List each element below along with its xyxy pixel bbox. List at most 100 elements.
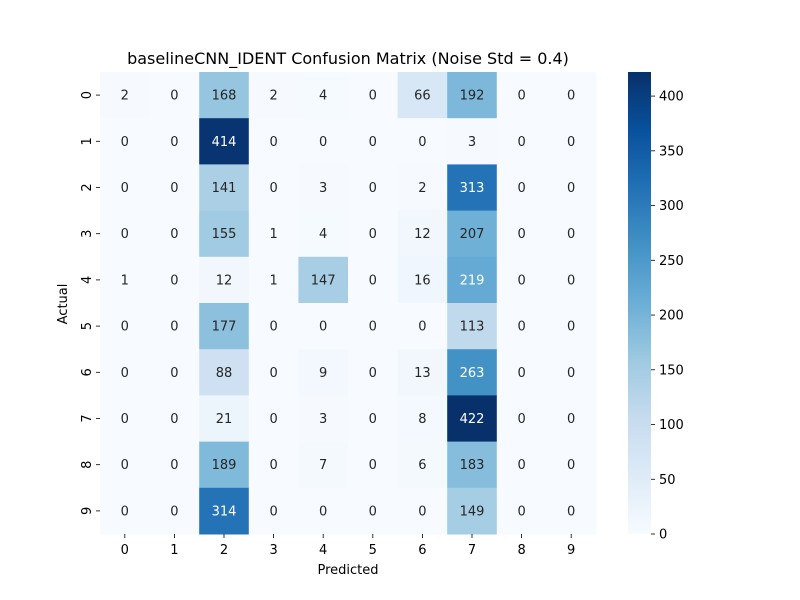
cell-value-label: 0 (567, 320, 575, 335)
cell-r7-c3 (248, 395, 299, 443)
cell-r9-c8 (496, 487, 547, 535)
cell-value-label: 12 (216, 273, 233, 288)
x-tick-label: 7 (468, 543, 476, 558)
cell-r4-c7 (447, 256, 498, 304)
cell-r7-c6 (397, 395, 448, 443)
cell-value-label: 0 (269, 458, 277, 473)
cell-r4-c8 (496, 256, 547, 304)
cell-r0-c3 (248, 72, 299, 119)
cell-r9-c7 (447, 487, 498, 535)
colorbar-gradient (628, 72, 651, 534)
cell-r6-c0 (100, 349, 151, 396)
cell-value-label: 0 (567, 504, 575, 519)
cell-r9-c6 (397, 487, 448, 535)
cell-r4-c6 (397, 256, 448, 304)
cell-value-label: 0 (121, 458, 129, 473)
x-tick-label: 8 (517, 543, 525, 558)
cell-r8-c8 (496, 441, 547, 489)
cell-r8-c1 (149, 441, 200, 489)
cell-value-label: 0 (517, 366, 525, 381)
cell-value-label: 0 (369, 458, 377, 473)
x-tick-label: 9 (567, 543, 575, 558)
cell-r2-c3 (248, 164, 299, 212)
cell-value-label: 0 (121, 135, 129, 150)
cell-value-label: 9 (319, 366, 327, 381)
cell-value-label: 0 (369, 320, 377, 335)
cell-value-label: 6 (418, 458, 426, 473)
cell-value-label: 314 (212, 504, 237, 519)
colorbar-tick-label: 300 (659, 199, 684, 214)
cell-r4-c1 (149, 256, 200, 304)
cell-value-label: 0 (369, 227, 377, 242)
cell-value-label: 414 (212, 135, 237, 150)
cell-value-label: 0 (121, 227, 129, 242)
cell-value-label: 422 (460, 412, 485, 427)
cell-r4-c2 (199, 256, 250, 304)
cell-value-label: 2 (269, 89, 277, 104)
x-tick-labels: 0 1 2 3 4 5 6 7 8 9 (121, 534, 575, 558)
cell-value-label: 0 (567, 89, 575, 104)
cell-value-label: 0 (369, 273, 377, 288)
cell-value-label: 8 (418, 412, 426, 427)
cell-r7-c8 (496, 395, 547, 443)
cell-value-label: 0 (517, 320, 525, 335)
cell-r4-c3 (248, 256, 299, 304)
cell-value-label: 0 (567, 227, 575, 242)
cell-value-label: 4 (319, 89, 327, 104)
cell-r3-c4 (298, 210, 349, 258)
cell-value-label: 88 (216, 366, 233, 381)
cell-value-label: 0 (269, 320, 277, 335)
y-tick-labels: 0 1 2 3 4 5 6 7 8 9 (80, 91, 100, 515)
cell-value-label: 0 (269, 135, 277, 150)
cell-value-label: 0 (567, 458, 575, 473)
cell-r6-c2 (199, 349, 250, 396)
cell-value-label: 0 (170, 320, 178, 335)
cell-r5-c4 (298, 303, 349, 350)
y-tick-label: 5 (80, 322, 95, 330)
cell-r1-c5 (348, 118, 399, 165)
cell-r1-c1 (149, 118, 200, 165)
cell-r5-c5 (348, 303, 399, 350)
cell-value-label: 0 (121, 366, 129, 381)
cell-r6-c5 (348, 349, 399, 396)
x-tick-label: 4 (319, 543, 327, 558)
cell-r9-c1 (149, 487, 200, 535)
colorbar-tick-label: 350 (659, 144, 684, 159)
cell-r4-c0 (100, 256, 151, 304)
cell-r6-c8 (496, 349, 547, 396)
cell-r2-c1 (149, 164, 200, 212)
colorbar-tick-label: 100 (659, 418, 684, 433)
y-tick-label: 3 (80, 230, 95, 238)
cell-value-label: 12 (414, 227, 431, 242)
cell-r1-c6 (397, 118, 448, 165)
cell-r1-c4 (298, 118, 349, 165)
cell-value-label: 313 (460, 181, 485, 196)
cell-r3-c5 (348, 210, 399, 258)
cell-value-label: 141 (212, 181, 237, 196)
cell-value-label: 1 (121, 273, 129, 288)
y-axis-label: Actual (56, 284, 71, 325)
cell-value-label: 0 (170, 273, 178, 288)
cell-value-label: 207 (460, 227, 485, 242)
x-tick-label: 0 (121, 543, 129, 558)
cell-value-label: 0 (170, 412, 178, 427)
cell-r6-c4 (298, 349, 349, 396)
cell-r8-c4 (298, 441, 349, 489)
cell-r1-c8 (496, 118, 547, 165)
cell-value-label: 0 (170, 135, 178, 150)
cell-value-label: 1 (269, 227, 277, 242)
cell-r3-c9 (546, 210, 597, 258)
cell-value-label: 147 (311, 273, 336, 288)
cell-r3-c2 (199, 210, 250, 258)
cell-value-label: 0 (121, 412, 129, 427)
cell-value-label: 0 (369, 135, 377, 150)
cell-r5-c6 (397, 303, 448, 350)
colorbar-tick-label: 150 (659, 363, 684, 378)
cell-value-label: 0 (121, 504, 129, 519)
cell-r8-c0 (100, 441, 151, 489)
cell-r2-c9 (546, 164, 597, 212)
cell-value-label: 0 (567, 273, 575, 288)
cell-r7-c0 (100, 395, 151, 443)
cell-value-label: 155 (212, 227, 237, 242)
cell-value-label: 0 (269, 504, 277, 519)
